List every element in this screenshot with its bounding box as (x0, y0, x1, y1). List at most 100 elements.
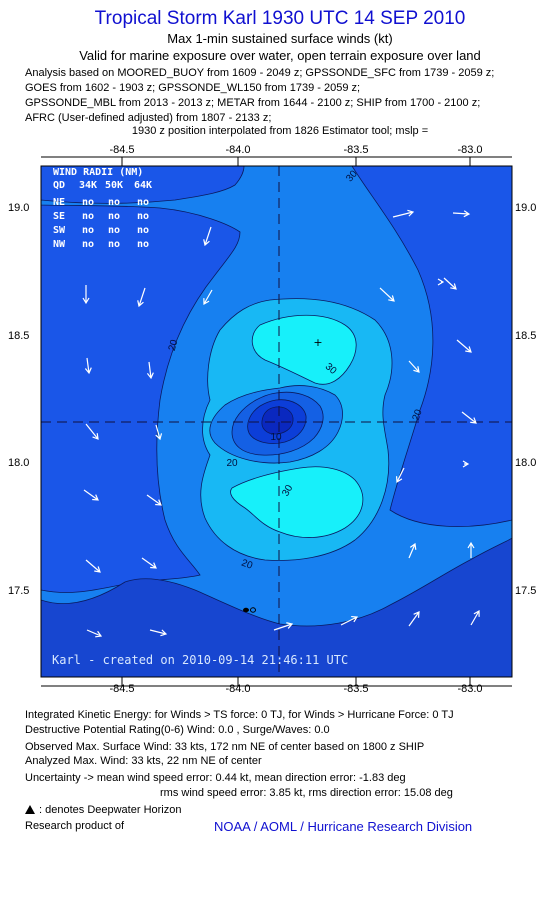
wind-band-40-north (251, 314, 357, 385)
map-title: Tropical Storm Karl 1930 UTC 14 SEP 2010 (94, 8, 466, 29)
analysis-line: Analysis based on MOORED_BUOY from 1609 … (25, 67, 495, 79)
wind-radii-cell: NW (53, 239, 66, 250)
wind-radii-cell: no (137, 197, 149, 208)
wind-radii-title: WIND RADII (NM) (53, 167, 143, 178)
wind-arrow (137, 287, 146, 308)
wind-radii-cell: no (82, 239, 94, 250)
storm-eye (261, 406, 294, 435)
lon-tick-label: -83.0 (457, 144, 482, 156)
wind-radii-header: 64K (134, 180, 152, 191)
lat-tick-label: 17.5 (515, 585, 536, 597)
analysis-line: GPSSONDE_MBL from 2013 - 2013 z; METAR f… (25, 97, 481, 109)
contour-label: 20 (226, 458, 238, 469)
wind-arrow (456, 339, 472, 353)
wind-arrow (84, 357, 92, 375)
wind-arrow (146, 494, 162, 506)
lon-tick-label: -83.0 (457, 683, 482, 695)
wind-arrow (82, 285, 90, 305)
wind-radii-header: 50K (105, 180, 123, 191)
lat-tick-label: 18.0 (515, 457, 536, 469)
wind-arrow (392, 209, 415, 218)
lat-tick-label: 18.5 (515, 330, 536, 342)
analysis-line: GOES from 1602 - 1903 z; GPSSONDE_WL150 … (25, 82, 361, 94)
wind-arrow (86, 629, 103, 638)
wind-arrow (146, 361, 154, 380)
contour-label: 30 (280, 483, 295, 499)
lat-tick-label: 18.5 (8, 330, 29, 342)
wind-arrow (340, 615, 359, 626)
wind-field (41, 166, 512, 677)
wind-radii-cell: no (137, 225, 149, 236)
wind-arrow (379, 287, 395, 302)
contour-label: 10 (270, 432, 282, 443)
lon-tick-label: -84.5 (109, 683, 134, 695)
dpr-line: Destructive Potential Rating(0-6) Wind: … (25, 724, 330, 736)
wind-arrow (203, 289, 213, 306)
analyzed-max-line: Analyzed Max. Wind: 33 kts, 22 nm NE of … (25, 755, 262, 767)
wind-radii-cell: no (82, 197, 94, 208)
analysis-line: AFRC (User-defined adjusted) from 1807 -… (25, 112, 272, 124)
wind-arrow (452, 210, 471, 218)
wind-arrow (203, 226, 212, 247)
dwh-legend: : denotes Deepwater Horizon (25, 804, 181, 816)
wind-arrow (141, 557, 157, 569)
wind-radii-cell: no (137, 211, 149, 222)
uncertainty-rms-line: rms wind speed error: 3.85 kt, rms direc… (160, 787, 453, 799)
wind-arrow (149, 629, 168, 637)
wind-arrow (273, 622, 294, 631)
lon-tick-label: -83.5 (343, 683, 368, 695)
lat-tick-label: 19.0 (515, 202, 536, 214)
lat-tick-label: 17.5 (8, 585, 29, 597)
wind-radii-cell: NE (53, 197, 65, 208)
wind-radii-cell: no (108, 197, 120, 208)
contour-label: 20 (411, 408, 425, 423)
lon-tick-label: -83.5 (343, 144, 368, 156)
lat-tick-label: 19.0 (8, 202, 29, 214)
noaa-credit: NOAA / AOML / Hurricane Research Divisio… (214, 819, 473, 834)
wind-radii-cell: SW (53, 225, 66, 236)
wind-arrow (85, 559, 101, 573)
lon-tick-label: -84.5 (109, 144, 134, 156)
wind-radii-cell: no (108, 225, 120, 236)
deepwater-horizon-marker (243, 607, 256, 613)
ike-line: Integrated Kinetic Energy: for Winds > T… (25, 709, 454, 721)
wind-band-40-south (230, 466, 364, 538)
contour-label: 20 (240, 558, 255, 572)
wind-arrow (155, 424, 163, 441)
map-subtitle: Max 1-min sustained surface winds (kt) (167, 31, 393, 46)
contour-label: 20 (167, 338, 181, 352)
map-validity-note: Valid for marine exposure over water, op… (79, 48, 481, 63)
position-note: 1930 z position interpolated from 1826 E… (131, 125, 429, 137)
wind-radii-cell: SE (53, 211, 65, 222)
wind-arrow (437, 278, 445, 286)
wind-radii-table: WIND RADII (NM) QD 34K 50K 64K NE no no no SE no no… (53, 167, 152, 250)
wind-arrow (408, 611, 420, 627)
wind-radii-cell: no (137, 239, 149, 250)
wind-arrow (443, 277, 457, 290)
wind-arrow (83, 489, 99, 501)
wind-radii-cell: no (108, 239, 120, 250)
uncertainty-line: Uncertainty -> mean wind speed error: 0.… (25, 772, 406, 784)
research-label: Research product of (25, 820, 125, 832)
wind-arrow (85, 423, 99, 440)
wind-radii-header: QD (53, 180, 65, 191)
max-wind-marker: + (313, 336, 322, 349)
wind-arrow (470, 609, 480, 626)
observed-max-line: Observed Max. Surface Wind: 33 kts, 172 … (25, 741, 425, 753)
wind-radii-cell: no (82, 225, 94, 236)
map-frame (41, 156, 512, 687)
wind-arrow (408, 542, 417, 559)
wind-arrow (395, 467, 405, 484)
lon-tick-label: -84.0 (225, 144, 250, 156)
wind-arrow (408, 360, 420, 373)
wind-arrow (462, 460, 470, 468)
wind-vectors (82, 209, 480, 638)
wind-radii-cell: no (82, 211, 94, 222)
wind-band-below-20-south (41, 537, 512, 677)
wind-radii-header: 34K (79, 180, 97, 191)
dwh-legend-label: : denotes Deepwater Horizon (39, 804, 182, 816)
wind-arrow (467, 541, 475, 558)
wind-arrow (461, 411, 477, 424)
lat-tick-label: 18.0 (8, 457, 29, 469)
analysis-sources: Analysis based on MOORED_BUOY from 1609 … (25, 66, 494, 126)
